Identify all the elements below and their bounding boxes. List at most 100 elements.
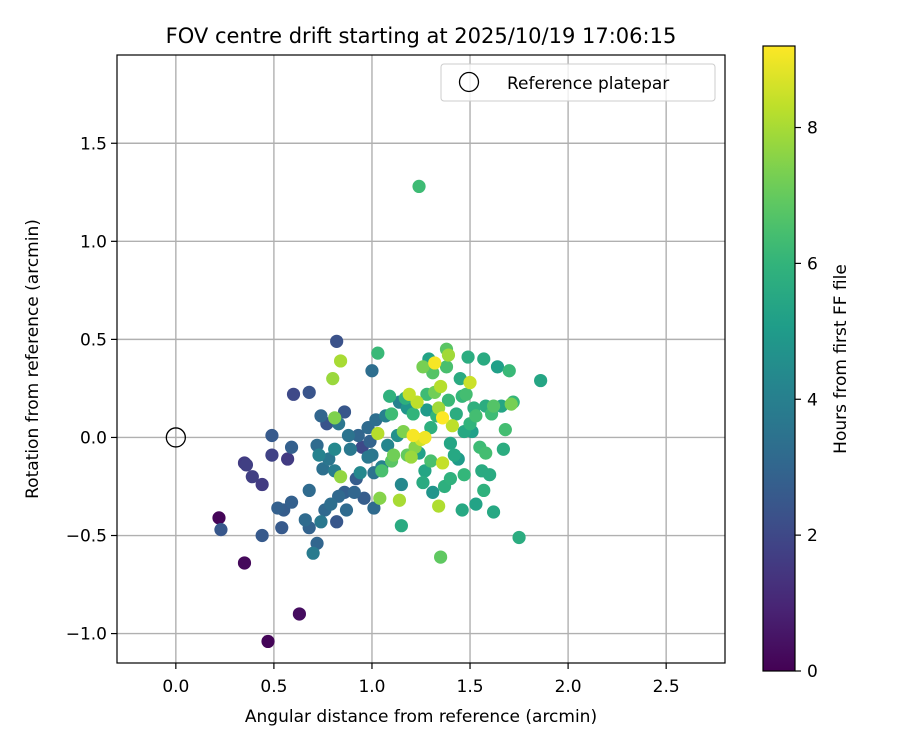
- scatter-point: [447, 448, 461, 462]
- scatter-point: [239, 458, 254, 472]
- x-tick-label: 0.5: [260, 677, 287, 697]
- scatter-point: [426, 366, 440, 380]
- y-tick-label: 0.0: [80, 428, 107, 448]
- scatter-point: [375, 464, 389, 478]
- scatter-point: [284, 440, 299, 454]
- scatter-point: [434, 550, 448, 564]
- scatter-point: [479, 446, 493, 460]
- scatter-point: [477, 352, 491, 366]
- scatter-point: [265, 428, 279, 443]
- scatter-point: [416, 475, 430, 490]
- scatter-point: [435, 456, 450, 470]
- scatter-point: [275, 521, 289, 535]
- scatter-point: [339, 503, 354, 517]
- colorbar-tick-label: 6: [807, 254, 818, 274]
- scatter-point: [404, 450, 418, 464]
- scatter-point: [483, 468, 497, 482]
- scatter-point: [386, 448, 401, 462]
- scatter-point: [486, 399, 501, 413]
- reference-marker-group: [165, 427, 186, 448]
- scatter-point: [255, 477, 269, 492]
- scatter-point: [371, 426, 385, 441]
- chart-title: FOV centre drift starting at 2025/10/19 …: [166, 24, 677, 48]
- scatter-point: [469, 497, 483, 511]
- scatter-point: [496, 442, 510, 456]
- scatter-point: [328, 442, 342, 456]
- scatter-point: [286, 387, 301, 401]
- scatter-point: [394, 519, 408, 533]
- plot-frame: [116, 54, 726, 664]
- scatter-point: [443, 472, 458, 486]
- scatter-point: [316, 462, 330, 476]
- scatter-point: [302, 483, 316, 498]
- y-tick-label: −0.5: [66, 527, 107, 547]
- scatter-point: [449, 407, 463, 421]
- scatter-point: [424, 421, 438, 435]
- scatter-point: [330, 334, 344, 348]
- scatter-point: [312, 448, 326, 462]
- scatter-point: [435, 411, 450, 425]
- scatter-point: [534, 373, 548, 388]
- scatter-point: [302, 385, 316, 399]
- scatter-point: [351, 428, 365, 443]
- legend-box: [440, 63, 716, 102]
- scatter-point: [337, 405, 352, 419]
- scatter-point: [365, 364, 379, 378]
- scatter-point: [439, 360, 454, 374]
- scatter-point: [383, 389, 397, 403]
- scatter-point: [441, 348, 456, 362]
- scatter-point: [328, 411, 342, 425]
- scatter-point: [455, 503, 469, 517]
- scatter-point: [361, 450, 375, 464]
- scatter-point: [373, 491, 387, 505]
- scatter-point: [357, 491, 371, 505]
- scatter-point: [424, 454, 438, 468]
- scatter-point: [330, 515, 344, 529]
- scatter-point: [261, 634, 275, 649]
- y-tick-label: 0.5: [80, 330, 107, 350]
- x-tick-label: 1.5: [457, 677, 484, 697]
- scatter-point: [271, 501, 285, 515]
- scatter-point: [324, 497, 338, 511]
- scatter-point: [498, 423, 512, 437]
- scatter-point: [432, 499, 446, 513]
- scatter-point: [512, 530, 526, 545]
- scatter-point: [343, 442, 357, 456]
- legend-label: Reference platepar: [507, 74, 669, 94]
- scatter-point: [463, 375, 477, 390]
- scatter-point: [426, 485, 440, 499]
- scatter-point: [445, 419, 459, 433]
- x-axis-label: Angular distance from reference (arcmin): [245, 707, 597, 727]
- colorbar-tick-label: 8: [807, 119, 818, 139]
- scatter-point: [461, 350, 475, 364]
- scatter-point: [443, 436, 458, 450]
- scatter-point: [392, 493, 407, 507]
- scatter-point: [428, 356, 442, 370]
- reference-marker: [165, 427, 186, 448]
- x-tick-label: 2.5: [653, 677, 680, 697]
- scatter-point: [418, 430, 432, 445]
- scatter-point: [406, 407, 420, 421]
- scatter-point: [314, 515, 328, 529]
- scatter-point: [457, 468, 471, 482]
- scatter-point: [504, 397, 518, 411]
- x-tick-label: 0.0: [162, 677, 189, 697]
- scatter-point: [306, 546, 320, 560]
- colorbar-tick-label: 0: [807, 662, 818, 682]
- scatter-point: [367, 501, 381, 515]
- y-axis-ticks: −1.0 −0.5 0.0 0.5 1.0 1.5: [66, 134, 117, 645]
- scatter-point: [402, 387, 416, 401]
- x-axis-ticks: 0.0 0.5 1.0 1.5 2.0 2.5: [162, 663, 680, 697]
- scatter-point: [284, 495, 299, 509]
- scatter-point: [384, 407, 399, 421]
- scatter-point: [441, 393, 456, 407]
- scatter-point: [412, 179, 426, 194]
- scatter-point: [459, 387, 473, 401]
- legend-marker: [458, 71, 480, 93]
- scatter-point: [418, 464, 432, 478]
- scatter-point: [486, 505, 501, 519]
- colorbar-label: Hours from first FF file: [831, 264, 851, 454]
- legend: Reference platepar: [440, 63, 716, 102]
